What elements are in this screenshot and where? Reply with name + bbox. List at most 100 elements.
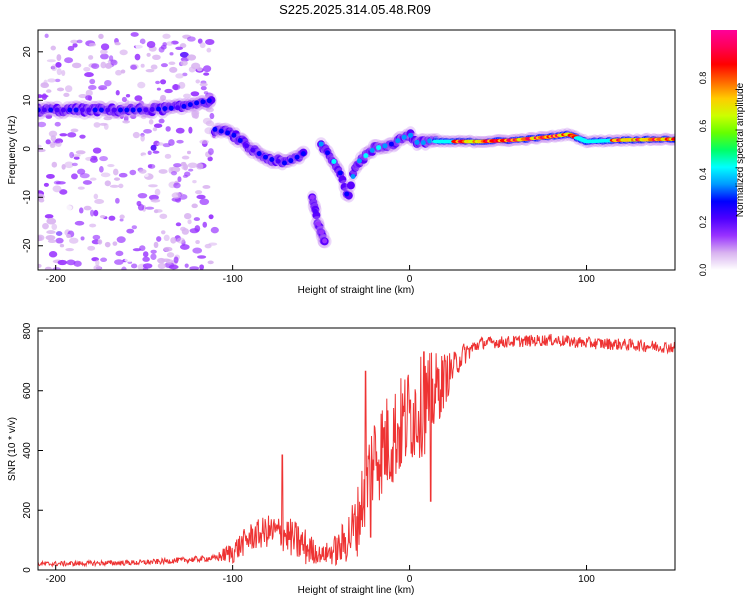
spectrogram-blob-199	[189, 266, 200, 270]
spectrogram-blob-94	[159, 213, 168, 219]
spectrogram-blob-116	[156, 87, 161, 91]
spectrogram-blob-343	[130, 32, 139, 37]
spectrogram-blob-67	[44, 214, 54, 219]
spectrogram-core-873	[427, 138, 433, 144]
spectrogram-blob-386	[47, 78, 57, 83]
spectrogram-core-610	[187, 102, 193, 108]
spectrogram-image	[38, 32, 675, 270]
snr-x-tick-label: -100	[223, 574, 243, 585]
spectrogram-blob-221	[138, 169, 147, 174]
spectrogram-blob-227	[210, 226, 219, 234]
spectrogram-blob-418	[186, 54, 197, 61]
spectrogram-blob-133	[54, 78, 61, 83]
spectrogram-blob-415	[93, 193, 99, 200]
spectrogram-blob-321	[42, 222, 49, 230]
spectrogram-core-601	[130, 107, 136, 113]
spectrogram-blob-405	[142, 267, 149, 270]
spectrogram-blob-376	[208, 242, 218, 246]
spectrogram-blob-131	[48, 130, 58, 138]
spectrogram-blob-81	[201, 230, 208, 235]
spectrogram-core-599	[117, 107, 123, 113]
spectrogram-blob-407	[203, 65, 212, 73]
spectrogram-blob-330	[180, 60, 188, 66]
spectrogram-blob-202	[88, 84, 97, 90]
spectrogram-blob-179	[199, 198, 210, 206]
spectrogram-blob-414	[104, 79, 112, 87]
spectrogram-blob-350	[104, 62, 113, 69]
spectrogram-blob-270	[199, 82, 208, 87]
spectrogram-core-1216	[671, 137, 675, 141]
spectrogram-blob-317	[52, 185, 62, 193]
spectrogram-blob-250	[64, 85, 73, 93]
spectrogram-core-742	[312, 208, 318, 214]
spectrogram-blob-286	[155, 80, 161, 85]
spectrogram-blob-296	[47, 150, 56, 156]
spectrogram-core-704	[237, 137, 243, 143]
spectrogram-blob-374	[115, 69, 122, 76]
colorbar-tick-label: 0.2	[698, 216, 708, 229]
spectrogram-blob-139	[187, 219, 192, 225]
spectrogram-blob-188	[154, 188, 161, 196]
spectrogram-blob-130	[119, 218, 124, 222]
spectrogram-blob-341	[188, 126, 193, 134]
spectrogram-blob-265	[162, 42, 168, 47]
spectrogram-blob-142	[115, 90, 120, 96]
spectrogram-core-871	[414, 139, 420, 145]
spectrogram-blob-313	[131, 263, 138, 269]
spectrogram-blob-369	[70, 39, 79, 44]
spectrogram-blob-86	[89, 78, 96, 85]
spectrogram-blob-220	[115, 197, 120, 204]
spectrogram-blob-378	[173, 256, 179, 264]
spectrogram-blob-2	[175, 222, 182, 227]
spectrogram-y-label: Frequency (Hz)	[7, 116, 18, 185]
spectrogram-blob-157	[130, 114, 137, 120]
spectrogram-blob-134	[88, 55, 94, 60]
spectrogram-blob-277	[52, 267, 62, 270]
spectrogram-core-598	[111, 107, 117, 113]
spectrogram-blob-268	[153, 241, 159, 249]
spectrogram-core-703	[231, 132, 237, 138]
spectrogram-x-tick-label: 0	[407, 274, 413, 285]
spectrogram-x-label: Height of straight line (km)	[298, 285, 415, 296]
spectrogram-blob-113	[165, 126, 171, 132]
spectrogram-blob-249	[150, 249, 157, 254]
spectrogram-blob-246	[92, 234, 101, 240]
spectrogram-core-596	[98, 107, 104, 113]
spectrogram-y-tick-label: 10	[22, 94, 33, 106]
spectrogram-core-856	[318, 141, 324, 147]
spectrogram-blob-44	[77, 186, 85, 190]
spectrogram-blob-155	[103, 116, 112, 121]
spectrogram-blob-284	[205, 120, 215, 127]
spectrogram-blob-333	[131, 225, 138, 230]
spectrogram-blob-127	[163, 234, 170, 242]
spectrogram-blob-382	[170, 237, 177, 244]
spectrogram-blob-50	[205, 107, 214, 113]
spectrogram-blob-347	[43, 182, 49, 187]
spectrogram-blob-171	[196, 162, 204, 170]
spectrogram-frame	[37, 29, 676, 271]
spectrogram-blob-262	[66, 233, 71, 239]
spectrogram-blob-166	[72, 43, 78, 48]
spectrogram-blob-119	[105, 98, 112, 104]
spectrogram-blob-354	[44, 266, 52, 270]
spectrogram-blob-187	[134, 53, 141, 61]
spectrogram-blob-185	[118, 172, 128, 178]
spectrogram-blob-357	[114, 42, 121, 46]
spectrogram-blob-154	[143, 128, 152, 134]
spectrogram-blob-180	[85, 89, 93, 97]
spectrogram-blob-77	[71, 173, 78, 180]
spectrogram-y-tick-label: -10	[22, 190, 33, 205]
spectrogram-blob-107	[197, 255, 207, 259]
spectrogram-blob-35	[191, 203, 198, 209]
spectrogram-blob-314	[156, 142, 164, 146]
spectrogram-core-605	[156, 106, 162, 112]
colorbar-label: Normalized spectral amplitude	[735, 82, 746, 217]
spectrogram-blob-56	[55, 231, 63, 236]
spectrogram-blob-311	[92, 147, 102, 154]
spectrogram-blob-176	[139, 38, 146, 45]
snr-x-axis: -200 -100 0 100	[46, 565, 595, 585]
spectrogram-blob-61	[51, 223, 58, 231]
spectrogram-blob-189	[49, 141, 56, 149]
spectrogram-blob-231	[157, 262, 166, 269]
spectrogram-blob-1	[64, 57, 74, 64]
